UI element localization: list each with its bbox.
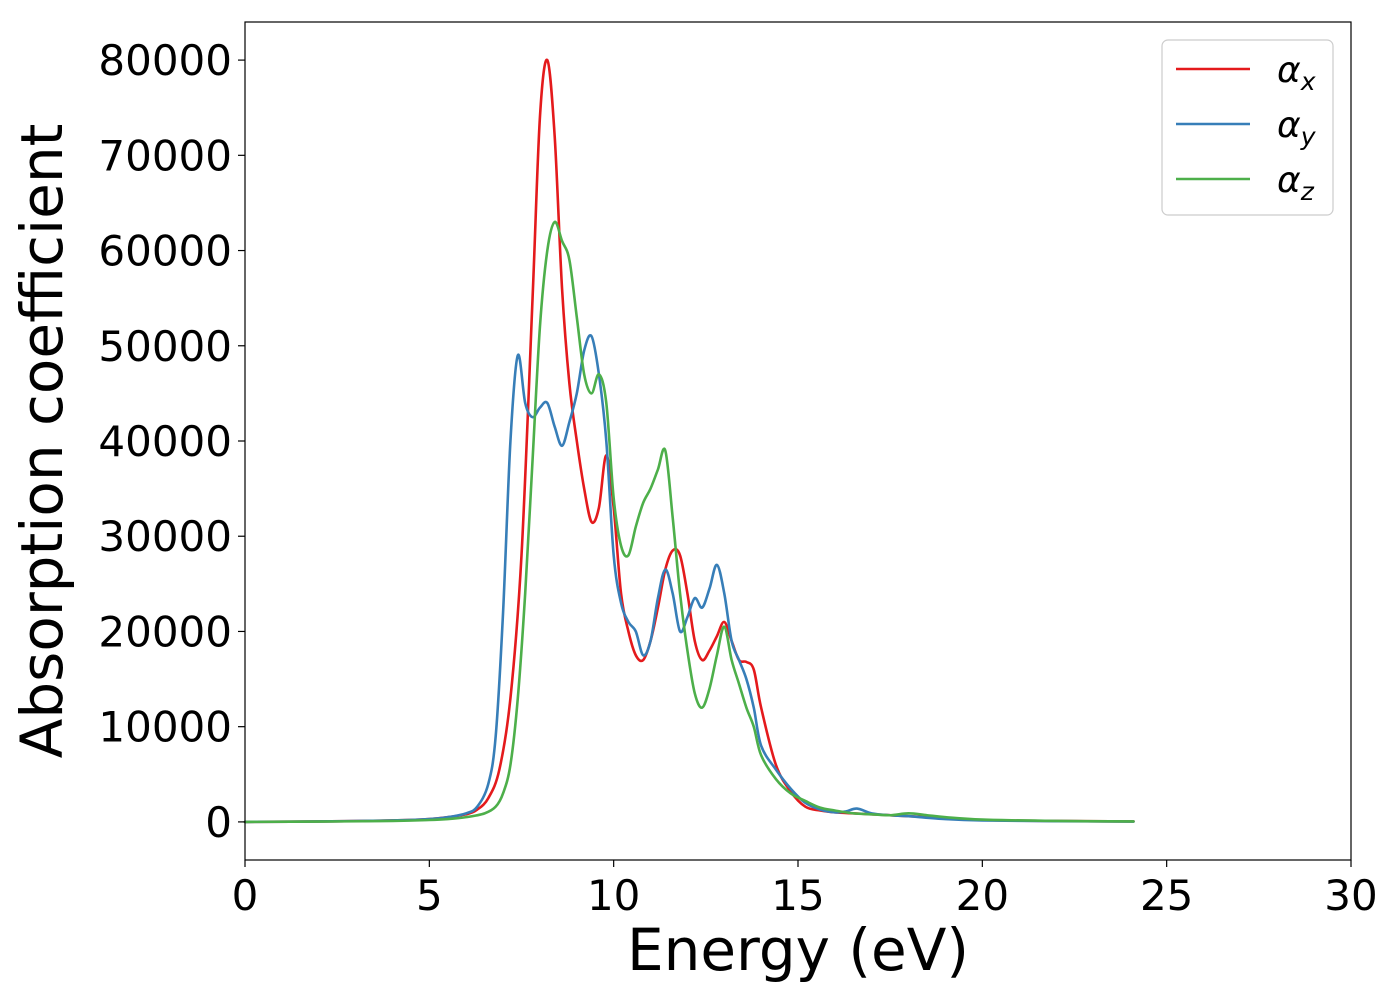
y-tick-label: 40000 bbox=[98, 417, 232, 466]
y-tick-label: 50000 bbox=[98, 322, 232, 371]
legend-label-y: αy bbox=[1277, 105, 1317, 151]
y-axis-ticks: 0 10000 20000 30000 40000 50000 60000 70000 8000… bbox=[98, 36, 245, 847]
y-tick-label: 10000 bbox=[98, 703, 232, 752]
x-axis-label: Energy (eV) bbox=[627, 916, 969, 984]
x-tick-label: 5 bbox=[416, 871, 443, 920]
y-tick-label: 20000 bbox=[98, 607, 232, 656]
x-tick-label: 25 bbox=[1140, 871, 1193, 920]
x-tick-label: 15 bbox=[771, 871, 824, 920]
x-tick-label: 10 bbox=[587, 871, 640, 920]
y-tick-label: 70000 bbox=[98, 131, 232, 180]
x-axis-ticks: 0 5 10 15 20 25 30 bbox=[232, 860, 1378, 920]
legend-label-z: αz bbox=[1277, 160, 1315, 206]
legend-box bbox=[1161, 39, 1334, 216]
series-line-z bbox=[243, 220, 1135, 824]
x-tick-label: 30 bbox=[1324, 871, 1377, 920]
y-tick-label: 80000 bbox=[98, 36, 232, 85]
y-axis-label: Absorption coefficient bbox=[8, 124, 76, 759]
x-tick-label: 20 bbox=[956, 871, 1009, 920]
series-layer bbox=[243, 58, 1135, 824]
series-line-y bbox=[243, 334, 1135, 824]
legend-label-x: αx bbox=[1277, 50, 1316, 96]
y-tick-label: 60000 bbox=[98, 227, 232, 276]
series-line-x bbox=[243, 58, 1135, 824]
y-tick-label: 30000 bbox=[98, 512, 232, 561]
x-tick-label: 0 bbox=[232, 871, 259, 920]
y-tick-label: 0 bbox=[205, 798, 232, 847]
legend: αx αy αz bbox=[1161, 39, 1334, 216]
